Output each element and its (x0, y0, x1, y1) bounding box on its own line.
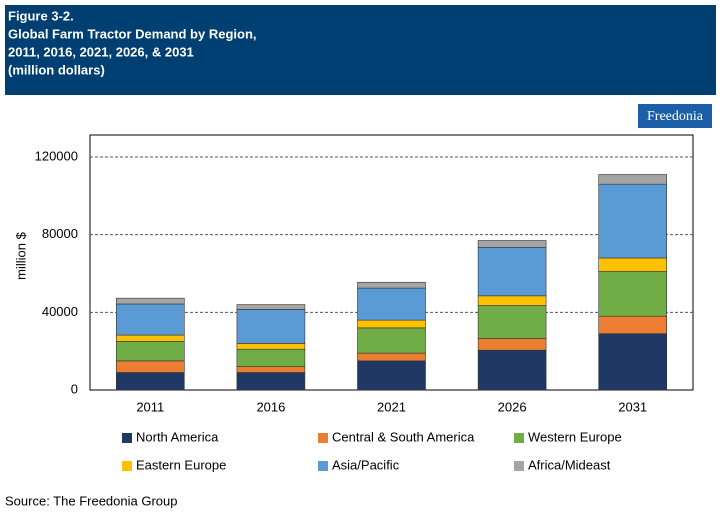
bar-segment (116, 303, 185, 336)
bar-segment (477, 240, 547, 248)
bar-segment (477, 246, 547, 297)
bar-segment (116, 297, 185, 305)
legend-swatch (122, 461, 132, 471)
y-tick-label: 120000 (35, 148, 78, 163)
x-tick-label: 2026 (498, 399, 527, 414)
bar-segment (236, 304, 306, 310)
y-tick-label: 0 (71, 381, 78, 396)
bar-segment (477, 338, 547, 351)
legend-label: Western Europe (528, 429, 622, 444)
bar-segment (598, 271, 668, 317)
bar-segment (236, 366, 306, 373)
legend-swatch (514, 461, 524, 471)
bar-segment (477, 349, 547, 391)
bar-segment (357, 319, 426, 329)
bar-segment (116, 372, 185, 391)
chart-title: Global Farm Tractor Demand by Region, (8, 26, 257, 41)
logo: Freedonia (647, 109, 704, 124)
x-tick-label: 2021 (377, 399, 406, 414)
bar-segment (116, 334, 185, 342)
y-tick-label: 40000 (42, 304, 78, 319)
chart-title: Figure 3-2. (8, 8, 74, 23)
bar-segment (477, 295, 547, 306)
x-tick-label: 2011 (136, 399, 164, 414)
bar-segment (116, 360, 185, 373)
header-box (5, 5, 716, 95)
bar-segment (357, 287, 426, 321)
bar-segment (598, 257, 668, 272)
legend-label: Eastern Europe (136, 457, 226, 472)
legend-swatch (318, 433, 328, 443)
bar-segment (236, 309, 306, 344)
bar-segment (477, 305, 547, 339)
bar-segment (357, 327, 426, 354)
chart-title: 2011, 2016, 2021, 2026, & 2031 (8, 44, 194, 59)
legend-label: Central & South America (332, 429, 475, 444)
bar-segment (598, 333, 668, 391)
logo-box (638, 104, 712, 128)
bar-segment (357, 360, 426, 391)
y-axis-label: million $ (13, 231, 28, 279)
legend-label: Africa/Mideast (528, 457, 611, 472)
bar-segment (236, 343, 306, 350)
bar-segment (236, 348, 306, 368)
y-tick-label: 80000 (42, 226, 78, 241)
source: Source: The Freedonia Group (5, 493, 177, 508)
bar-segment (357, 281, 426, 289)
legend-label: North America (136, 429, 219, 444)
bar-segment (116, 341, 185, 362)
bar-segment (357, 352, 426, 362)
legend-swatch (318, 461, 328, 471)
bar-segment (598, 183, 668, 259)
legend-swatch (122, 433, 132, 443)
x-tick-label: 2016 (256, 399, 285, 414)
bar-segment (598, 174, 668, 185)
bar-segment (598, 315, 668, 334)
x-tick-label: 2031 (618, 399, 647, 414)
bar-segment (236, 372, 306, 391)
chart-title: (million dollars) (8, 62, 105, 77)
legend-label: Asia/Pacific (332, 457, 400, 472)
legend-swatch (514, 433, 524, 443)
